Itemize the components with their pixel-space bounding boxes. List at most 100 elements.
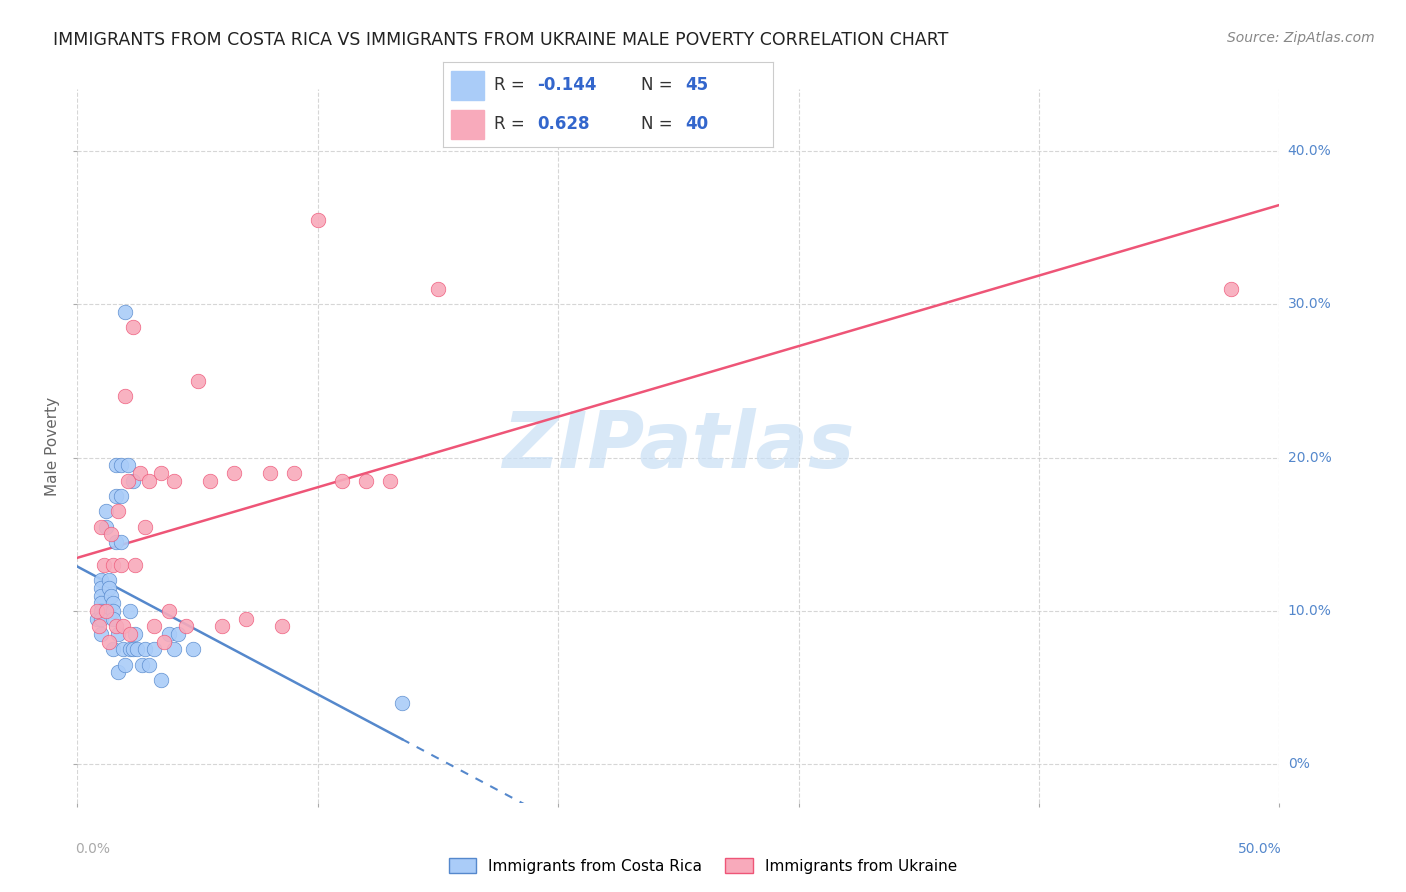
Point — [167, 627, 190, 641]
Point — [110, 535, 132, 549]
Point — [121, 320, 143, 334]
Point — [174, 619, 197, 633]
Point — [138, 474, 160, 488]
Text: R =: R = — [494, 77, 530, 95]
Point — [90, 596, 112, 610]
Point — [103, 642, 125, 657]
Point — [90, 604, 112, 618]
Point — [103, 596, 125, 610]
Point — [153, 634, 176, 648]
Point — [90, 574, 112, 588]
Point — [259, 466, 281, 480]
Point — [391, 696, 413, 710]
Point — [378, 474, 401, 488]
Point — [138, 657, 160, 672]
Point — [96, 504, 118, 518]
Point — [235, 612, 257, 626]
Point — [97, 574, 120, 588]
Text: 30.0%: 30.0% — [1288, 297, 1331, 311]
Point — [103, 604, 125, 618]
Point — [110, 458, 132, 473]
Text: 10.0%: 10.0% — [1288, 604, 1331, 618]
Point — [90, 519, 112, 533]
Point — [134, 519, 156, 533]
Text: ZIPatlas: ZIPatlas — [502, 408, 855, 484]
Point — [120, 604, 142, 618]
Point — [181, 642, 204, 657]
Point — [90, 581, 112, 595]
Text: 0.628: 0.628 — [537, 115, 589, 133]
Point — [222, 466, 245, 480]
Point — [121, 642, 143, 657]
Point — [128, 466, 150, 480]
Point — [150, 466, 173, 480]
Point — [307, 212, 329, 227]
Point — [110, 489, 132, 503]
Point — [120, 627, 142, 641]
Point — [1220, 282, 1243, 296]
Point — [100, 589, 122, 603]
Point — [90, 612, 112, 626]
Point — [111, 619, 134, 633]
Point — [117, 474, 139, 488]
Point — [117, 458, 139, 473]
Point — [87, 619, 110, 633]
Text: 40: 40 — [686, 115, 709, 133]
Point — [143, 642, 166, 657]
Text: 50.0%: 50.0% — [1239, 842, 1282, 856]
Text: 0.0%: 0.0% — [75, 842, 110, 856]
Point — [86, 604, 108, 618]
Point — [96, 604, 118, 618]
Point — [103, 612, 125, 626]
Bar — [451, 110, 484, 139]
Point — [96, 519, 118, 533]
Point — [97, 581, 120, 595]
Point — [162, 474, 184, 488]
Point — [104, 489, 127, 503]
Point — [124, 558, 146, 572]
Legend: Immigrants from Costa Rica, Immigrants from Ukraine: Immigrants from Costa Rica, Immigrants f… — [443, 852, 963, 880]
Text: N =: N = — [641, 115, 678, 133]
Text: Source: ZipAtlas.com: Source: ZipAtlas.com — [1227, 31, 1375, 45]
Point — [198, 474, 221, 488]
Point — [131, 657, 153, 672]
Point — [107, 665, 129, 680]
Point — [114, 657, 136, 672]
Point — [107, 504, 129, 518]
Point — [114, 304, 136, 318]
Point — [127, 642, 149, 657]
Y-axis label: Male Poverty: Male Poverty — [45, 396, 60, 496]
Point — [100, 527, 122, 541]
Point — [157, 604, 180, 618]
Text: IMMIGRANTS FROM COSTA RICA VS IMMIGRANTS FROM UKRAINE MALE POVERTY CORRELATION C: IMMIGRANTS FROM COSTA RICA VS IMMIGRANTS… — [53, 31, 949, 49]
Point — [143, 619, 166, 633]
Point — [90, 627, 112, 641]
Point — [150, 673, 173, 687]
Text: -0.144: -0.144 — [537, 77, 596, 95]
Point — [211, 619, 233, 633]
Point — [104, 458, 127, 473]
Point — [104, 535, 127, 549]
Point — [110, 558, 132, 572]
Point — [97, 634, 120, 648]
Point — [107, 627, 129, 641]
Text: 40.0%: 40.0% — [1288, 144, 1331, 158]
Point — [86, 612, 108, 626]
Bar — [451, 71, 484, 100]
Point — [104, 619, 127, 633]
Point — [283, 466, 305, 480]
Point — [157, 627, 180, 641]
Text: N =: N = — [641, 77, 678, 95]
Point — [120, 642, 142, 657]
Text: 45: 45 — [686, 77, 709, 95]
Point — [114, 389, 136, 403]
Point — [162, 642, 184, 657]
Point — [111, 642, 134, 657]
Point — [134, 642, 156, 657]
Point — [90, 589, 112, 603]
Text: R =: R = — [494, 115, 536, 133]
Text: 0%: 0% — [1288, 757, 1309, 772]
Point — [427, 282, 450, 296]
Point — [270, 619, 292, 633]
Point — [330, 474, 353, 488]
